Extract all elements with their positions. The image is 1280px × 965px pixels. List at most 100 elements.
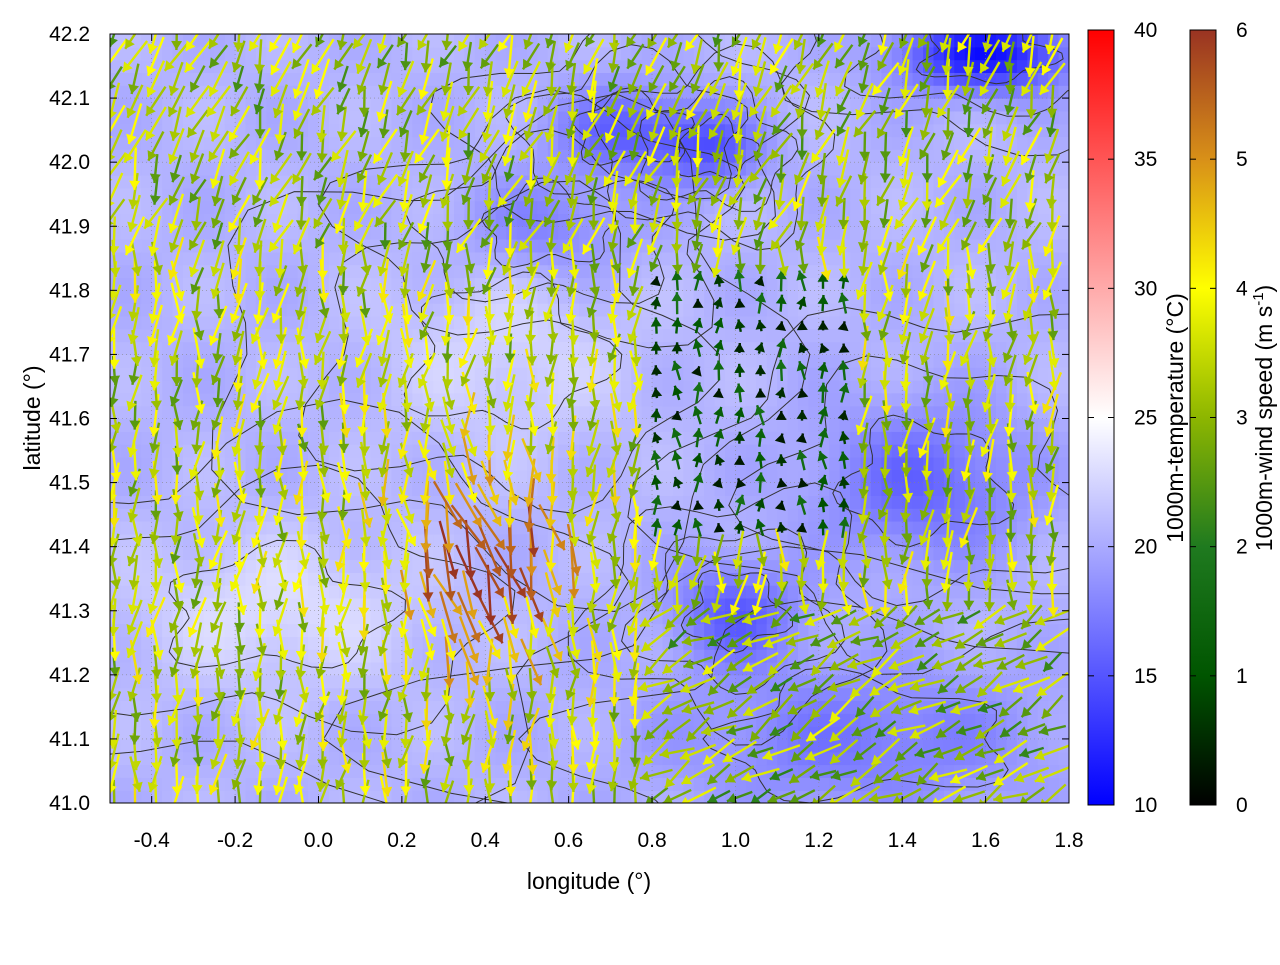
heatmap-cell <box>912 713 924 727</box>
heatmap-cell <box>235 341 247 355</box>
heatmap-cell <box>975 777 987 791</box>
heatmap-cell <box>328 508 340 522</box>
heatmap-cell <box>652 149 663 163</box>
heatmap-cell <box>641 392 653 407</box>
heatmap-cell <box>485 123 497 138</box>
heatmap-cell <box>516 751 528 766</box>
heatmap-cell <box>443 738 455 753</box>
heatmap-cell <box>547 585 559 599</box>
heatmap-cell <box>422 251 434 266</box>
heatmap-cell <box>829 251 841 266</box>
heatmap-cell <box>620 136 632 150</box>
heatmap-cell <box>527 674 538 689</box>
heatmap-cell <box>495 533 507 548</box>
heatmap-cell <box>839 59 851 73</box>
heatmap-cell <box>203 316 215 330</box>
heatmap-cell <box>537 316 549 330</box>
heatmap-cell <box>370 700 382 714</box>
heatmap-cell <box>954 136 966 150</box>
heatmap-cell <box>610 521 622 535</box>
heatmap-cell <box>412 316 424 330</box>
heatmap-cell <box>745 98 757 112</box>
heatmap-cell <box>599 610 611 625</box>
heatmap-cell <box>579 713 591 727</box>
heatmap-cell <box>224 162 236 176</box>
heatmap-cell <box>224 687 236 701</box>
heatmap-cell <box>683 46 695 61</box>
heatmap-cell <box>725 405 736 420</box>
heatmap-cell <box>870 251 882 266</box>
heatmap-cell <box>203 726 215 740</box>
heatmap-cell <box>870 700 882 714</box>
heatmap-cell <box>558 290 570 304</box>
heatmap-cell <box>558 149 570 163</box>
heatmap-cell <box>495 713 507 727</box>
heatmap-cell <box>641 328 653 343</box>
heatmap-cell <box>391 277 403 291</box>
heatmap-cell <box>162 431 174 445</box>
heatmap-cell <box>829 674 841 689</box>
heatmap-cell <box>725 123 736 138</box>
heatmap-cell <box>141 264 153 279</box>
heatmap-cell <box>662 277 674 291</box>
heatmap-cell <box>943 418 955 432</box>
heatmap-cell <box>652 303 663 317</box>
heatmap-cell <box>297 213 309 227</box>
heatmap-cell <box>151 213 163 227</box>
heatmap-cell <box>641 187 653 202</box>
heatmap-cell <box>464 162 476 176</box>
heatmap-cell <box>756 418 768 432</box>
heatmap-cell <box>370 495 382 509</box>
heatmap-cell <box>672 59 684 73</box>
heatmap-cell <box>162 341 174 355</box>
heatmap-cell <box>975 662 987 676</box>
heatmap-cell <box>923 251 935 266</box>
heatmap-cell <box>454 726 465 740</box>
heatmap-cell <box>672 354 684 368</box>
heatmap-cell <box>850 738 862 753</box>
heatmap-cell <box>527 72 538 86</box>
heatmap-cell <box>412 110 424 125</box>
heatmap-cell <box>235 572 247 586</box>
heatmap-cell <box>151 521 163 535</box>
heatmap-cell <box>245 418 257 432</box>
heatmap-cell <box>933 264 945 279</box>
heatmap-cell <box>620 469 632 484</box>
heatmap-cell <box>120 610 132 625</box>
heatmap-cell <box>433 559 445 573</box>
heatmap-cell <box>287 751 299 766</box>
heatmap-cell <box>454 585 465 599</box>
heatmap-cell <box>839 585 851 599</box>
heatmap-cell <box>923 687 935 701</box>
heatmap-cell <box>328 303 340 317</box>
heatmap-cell <box>255 431 267 445</box>
heatmap-cell <box>245 316 257 330</box>
heatmap-cell <box>756 316 768 330</box>
heatmap-cell <box>860 636 872 650</box>
heatmap-cell <box>954 46 966 61</box>
heatmap-cell <box>912 700 924 714</box>
heatmap-cell <box>485 187 497 202</box>
heatmap-cell <box>433 239 445 253</box>
heatmap-cell <box>474 316 486 330</box>
heatmap-cell <box>276 431 288 445</box>
heatmap-cell <box>255 738 267 753</box>
heatmap-cell <box>506 341 518 355</box>
heatmap-cell <box>683 790 695 803</box>
heatmap-cell <box>381 521 392 535</box>
heatmap-cell <box>745 418 757 432</box>
heatmap-cell <box>266 751 278 766</box>
heatmap-cell <box>422 162 434 176</box>
heatmap-cell <box>850 34 862 48</box>
heatmap-cell <box>141 585 153 599</box>
heatmap-cell <box>401 726 413 740</box>
heatmap-cell <box>631 341 643 355</box>
heatmap-cell <box>297 444 309 458</box>
heatmap-cell <box>818 726 830 740</box>
heatmap-cell <box>599 162 611 176</box>
heatmap-cell <box>255 85 267 99</box>
heatmap-cell <box>547 610 559 625</box>
heatmap-cell <box>297 405 309 420</box>
heatmap-cell <box>870 341 882 355</box>
heatmap-cell <box>662 636 674 650</box>
